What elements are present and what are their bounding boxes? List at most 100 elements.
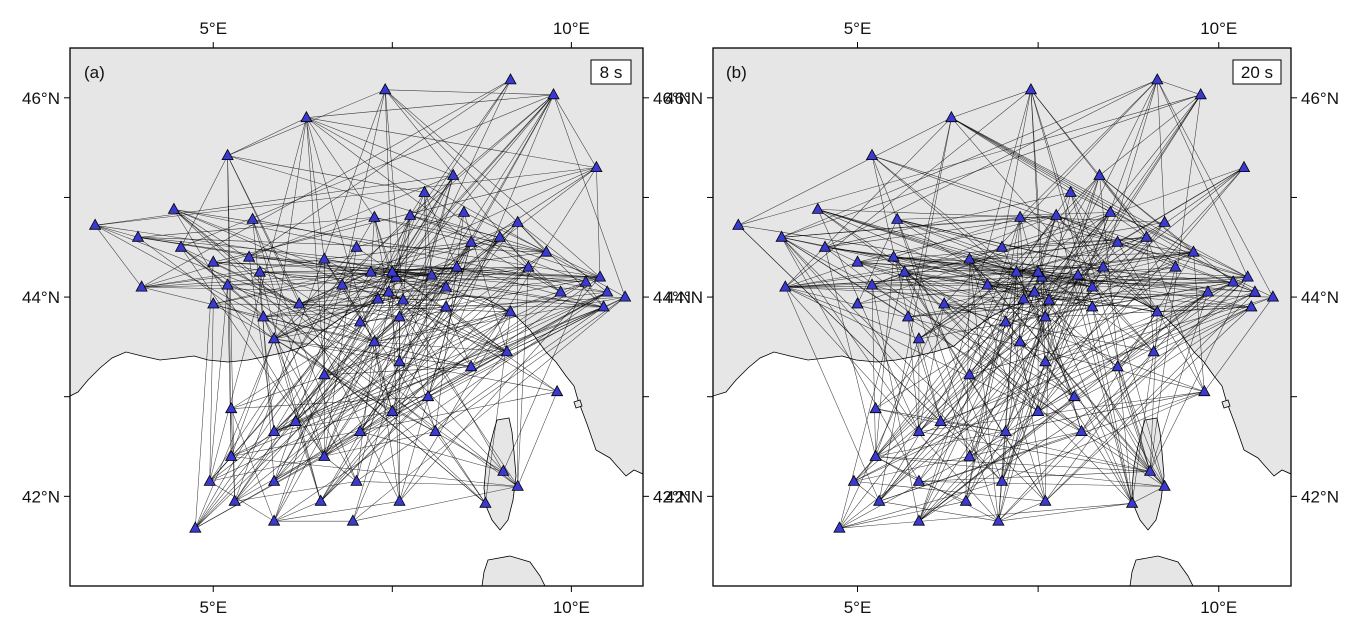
ray-path bbox=[853, 481, 1046, 502]
ray-path bbox=[273, 341, 375, 522]
ray-path bbox=[342, 284, 604, 308]
ray-path bbox=[410, 94, 554, 216]
ray-path bbox=[893, 256, 1093, 308]
ray-path bbox=[940, 421, 1006, 432]
ray-path bbox=[817, 209, 1093, 288]
station-marker bbox=[1039, 494, 1052, 506]
ray-path bbox=[306, 117, 597, 168]
ray-path bbox=[137, 217, 375, 238]
ray-path bbox=[1081, 276, 1248, 432]
ray-path bbox=[392, 94, 554, 273]
station-marker bbox=[873, 494, 886, 506]
lat-label-left: 42°N bbox=[22, 487, 60, 506]
ray-path bbox=[944, 303, 1006, 323]
ray-path bbox=[399, 167, 597, 318]
ray-path bbox=[824, 192, 1071, 248]
ray-path bbox=[817, 209, 1046, 363]
ray-path bbox=[1005, 321, 1154, 353]
station-marker bbox=[511, 215, 524, 227]
ray-path bbox=[399, 79, 511, 318]
ray-path bbox=[356, 306, 604, 482]
ray-path bbox=[356, 341, 375, 482]
station-marker bbox=[353, 315, 367, 327]
station-marker bbox=[1187, 245, 1200, 257]
map-panel-a: (a) 8 s 5°E 5°E 10°E 10°E 46°N 46°N 44°N 44°N 42… bbox=[22, 19, 691, 617]
ray-path bbox=[907, 316, 920, 432]
ray-path bbox=[324, 259, 375, 343]
station-marker bbox=[379, 82, 392, 95]
ray-path bbox=[445, 286, 511, 313]
ray-path bbox=[209, 291, 608, 482]
ray-path bbox=[306, 117, 393, 412]
ray-path bbox=[1019, 79, 1158, 218]
ray-path bbox=[969, 291, 1255, 376]
ray-path bbox=[875, 456, 1151, 472]
station-marker bbox=[1158, 215, 1171, 227]
ray-path bbox=[1081, 431, 1165, 487]
ray-path bbox=[248, 175, 454, 258]
panel-a-period-box bbox=[590, 59, 632, 85]
lon-label-bottom: 5°E bbox=[844, 598, 872, 617]
ray-path bbox=[273, 291, 608, 432]
ray-path bbox=[1056, 215, 1255, 293]
station-marker bbox=[869, 449, 882, 461]
ray-path bbox=[273, 374, 325, 522]
ray-path bbox=[1092, 251, 1194, 308]
map-panel-b: (b) 20 s 5°E 5°E 10°E 10°E 46°N 46°N 44°N 44°N 4… bbox=[665, 19, 1339, 617]
station-marker bbox=[1017, 292, 1030, 304]
panel-a-letter: (a) bbox=[84, 63, 105, 82]
ray-path bbox=[1146, 237, 1154, 352]
station-marker bbox=[429, 424, 442, 436]
ray-path bbox=[227, 155, 300, 305]
ray-path bbox=[817, 209, 970, 260]
ray-path bbox=[274, 276, 601, 340]
station-marker bbox=[336, 278, 349, 290]
station-marker bbox=[318, 367, 331, 380]
ray-path bbox=[998, 175, 1100, 522]
ray-path bbox=[738, 117, 952, 226]
ray-path bbox=[940, 296, 1273, 422]
ray-path bbox=[1149, 292, 1209, 472]
station-marker bbox=[775, 230, 788, 242]
ray-path bbox=[374, 311, 511, 343]
station-marker bbox=[901, 310, 915, 322]
ray-path bbox=[209, 431, 275, 482]
station-marker bbox=[457, 205, 471, 217]
ray-path bbox=[951, 117, 1071, 193]
ray-path bbox=[817, 209, 1042, 278]
ray-path bbox=[1045, 351, 1154, 502]
panel-b-period-box bbox=[1232, 59, 1282, 85]
ray-path bbox=[951, 89, 1031, 118]
ray-path bbox=[824, 247, 876, 457]
station-marker bbox=[934, 414, 947, 426]
ray-path bbox=[1117, 311, 1158, 367]
station-marker bbox=[818, 240, 832, 252]
ray-path bbox=[392, 351, 508, 412]
panel-a-ticks: 5°E 5°E 10°E 10°E 46°N 46°N 44°N 44°N 42°N 42°N bbox=[22, 19, 691, 617]
ray-path bbox=[781, 237, 1075, 397]
ray-path bbox=[299, 276, 396, 305]
station-marker bbox=[597, 300, 610, 312]
station-marker bbox=[174, 240, 188, 252]
station-marker bbox=[221, 148, 234, 160]
ray-path bbox=[893, 217, 1021, 258]
station-marker bbox=[963, 367, 976, 380]
ray-path bbox=[173, 209, 389, 293]
ray-path bbox=[306, 117, 325, 260]
ray-path bbox=[871, 276, 1248, 286]
station-marker bbox=[1198, 384, 1211, 397]
station-marker bbox=[1031, 265, 1045, 277]
ray-path bbox=[951, 117, 1256, 293]
panel-b-stations bbox=[732, 73, 1280, 533]
ray-path bbox=[969, 341, 1021, 376]
ray-path bbox=[893, 257, 1039, 412]
ray-path bbox=[1204, 296, 1274, 392]
ray-path bbox=[1037, 291, 1209, 412]
ray-path bbox=[907, 316, 941, 422]
ray-path bbox=[263, 303, 300, 318]
station-marker bbox=[887, 250, 900, 262]
station-marker bbox=[1013, 335, 1027, 347]
ray-path bbox=[781, 94, 1201, 238]
ray-path bbox=[195, 79, 511, 529]
ray-path bbox=[1146, 237, 1205, 392]
